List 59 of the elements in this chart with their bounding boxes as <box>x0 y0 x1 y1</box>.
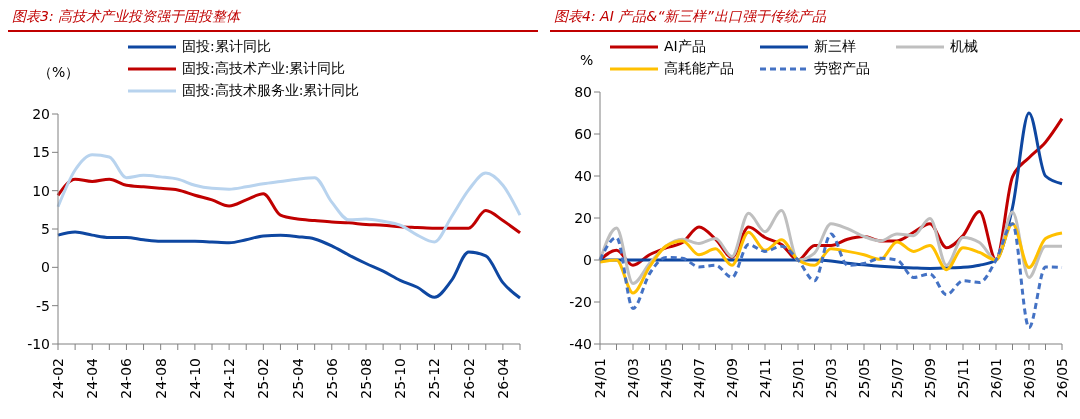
legend-label: 固投:高技术服务业:累计同比 <box>182 82 360 100</box>
y-tick-label: -5 <box>36 297 50 314</box>
x-tick-label: 25/05 <box>856 358 872 399</box>
x-tick-label: 25/03 <box>823 358 839 399</box>
line-series <box>56 230 522 300</box>
x-tick-label: 25-08 <box>358 358 374 399</box>
x-tick-label: 25-12 <box>426 358 443 399</box>
legend-label: 新三样 <box>814 38 856 56</box>
x-tick-label: 25/09 <box>922 358 938 399</box>
x-tick-label: 24-02 <box>50 358 66 399</box>
y-tick-label: 60 <box>574 125 592 142</box>
x-tick-label: 26/03 <box>1021 358 1037 399</box>
y-tick-label: 0 <box>41 259 50 276</box>
legend-label: 固投:高技术产业:累计同比 <box>182 60 346 78</box>
y-tick-label: 20 <box>32 105 50 122</box>
line-series <box>56 153 522 244</box>
x-tick-label: 24/07 <box>691 358 707 399</box>
x-tick-label: 25-06 <box>323 357 340 399</box>
x-tick-label: 24-12 <box>221 358 238 399</box>
legend-label: AI产品 <box>664 38 706 56</box>
y-tick-label: 80 <box>574 83 592 100</box>
x-tick-label: 24-08 <box>152 358 169 399</box>
x-tick-label: 25-10 <box>392 358 409 399</box>
y-tick-label: 15 <box>32 144 50 161</box>
x-tick-label: 24/01 <box>592 358 608 399</box>
y-tick-label: 5 <box>41 220 50 237</box>
y-axis-title: （%） <box>38 64 80 82</box>
line-series <box>56 177 522 235</box>
x-tick-label: 25/11 <box>955 358 971 399</box>
legend-label: 固投:累计同比 <box>182 38 271 56</box>
chart-title: 图表4: AI 产品&“新三样”出口强于传统产品 <box>550 8 1080 32</box>
x-tick-label: 26/01 <box>988 358 1004 399</box>
legend-label: 劳密产品 <box>814 60 870 78</box>
x-tick-label: 25/07 <box>889 358 905 399</box>
legend-label: 高耗能产品 <box>664 60 734 78</box>
y-axis-title: % <box>580 52 594 68</box>
x-tick-label: 26-02 <box>460 358 477 399</box>
x-tick-label: 25/01 <box>790 358 806 399</box>
x-tick-label: 24/03 <box>625 358 641 399</box>
x-tick-label: 25-04 <box>289 357 306 399</box>
y-tick-label: -10 <box>27 335 50 352</box>
y-tick-label: 20 <box>574 209 592 226</box>
y-tick-label: 40 <box>574 167 592 184</box>
y-tick-label: -20 <box>569 293 592 310</box>
x-tick-label: 26-04 <box>494 357 511 399</box>
legend-label: 机械 <box>950 38 978 56</box>
chart-title: 图表3: 高技术产业投资强于固投整体 <box>8 8 538 32</box>
y-tick-label: 0 <box>583 251 592 268</box>
x-tick-label: 24-06 <box>118 357 135 399</box>
line-series <box>598 222 1064 295</box>
x-tick-label: 26/05 <box>1054 358 1070 399</box>
x-tick-label: 25-02 <box>255 358 272 399</box>
y-tick-label: 10 <box>32 182 50 199</box>
x-tick-label: 24/09 <box>724 358 740 399</box>
x-tick-label: 24-10 <box>186 358 203 399</box>
y-tick-label: -40 <box>569 335 592 352</box>
x-tick-label: 24/05 <box>658 358 674 399</box>
x-tick-label: 24-04 <box>84 357 101 399</box>
x-tick-label: 24/11 <box>757 358 773 399</box>
